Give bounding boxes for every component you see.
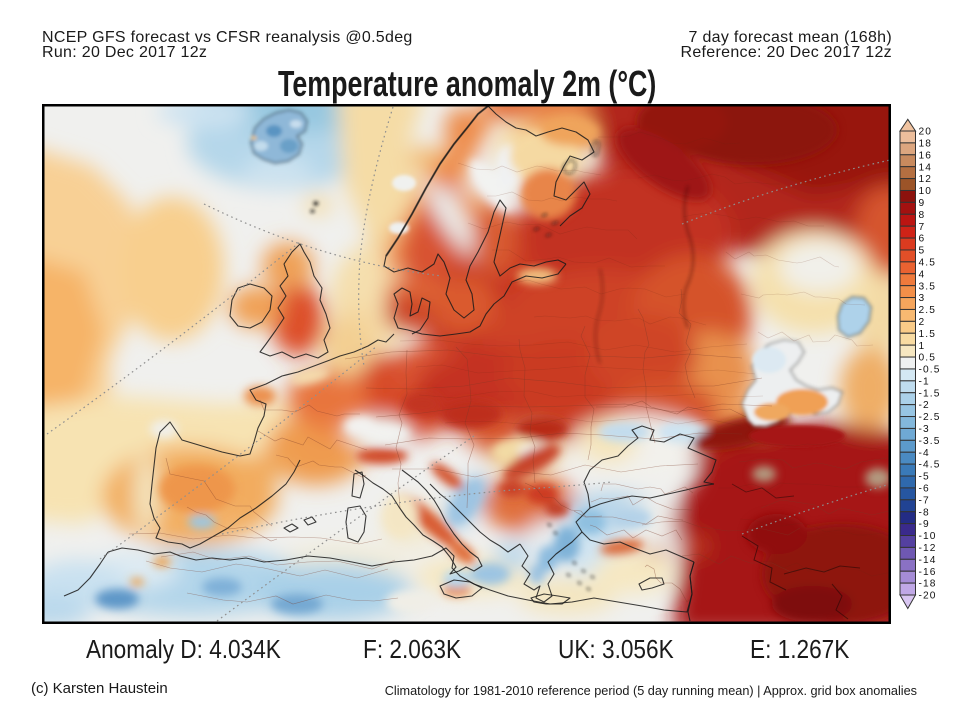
svg-text:10: 10 (919, 186, 933, 197)
svg-text:-18: -18 (919, 579, 937, 590)
svg-text:-10: -10 (919, 531, 937, 542)
svg-text:-12: -12 (919, 543, 937, 554)
svg-text:-2: -2 (919, 400, 930, 411)
svg-text:-20: -20 (919, 591, 937, 602)
svg-text:-1: -1 (919, 376, 930, 387)
svg-text:2: 2 (919, 317, 926, 328)
svg-text:12: 12 (919, 174, 933, 185)
svg-text:8: 8 (919, 210, 926, 221)
svg-text:1.5: 1.5 (919, 329, 936, 340)
svg-text:-6: -6 (919, 484, 930, 495)
svg-text:6: 6 (919, 234, 926, 245)
svg-text:-4: -4 (919, 448, 930, 459)
svg-text:2.5: 2.5 (919, 305, 936, 316)
svg-text:-4.5: -4.5 (919, 460, 941, 471)
svg-text:-7: -7 (919, 495, 930, 506)
svg-text:4: 4 (919, 269, 926, 280)
svg-text:-5: -5 (919, 472, 930, 483)
svg-text:-3.5: -3.5 (919, 436, 941, 447)
svg-text:-16: -16 (919, 567, 937, 578)
svg-text:3: 3 (919, 293, 926, 304)
svg-text:-2.5: -2.5 (919, 412, 941, 423)
svg-text:18: 18 (919, 139, 933, 150)
svg-text:-0.5: -0.5 (919, 365, 941, 376)
svg-text:7: 7 (919, 222, 926, 233)
svg-text:3.5: 3.5 (919, 281, 936, 292)
svg-text:1: 1 (919, 341, 926, 352)
svg-text:-9: -9 (919, 519, 930, 530)
svg-text:16: 16 (919, 150, 933, 161)
svg-text:20: 20 (919, 127, 933, 138)
svg-text:-8: -8 (919, 507, 930, 518)
svg-text:14: 14 (919, 162, 933, 173)
svg-text:-3: -3 (919, 424, 930, 435)
svg-text:-14: -14 (919, 555, 937, 566)
svg-text:9: 9 (919, 198, 926, 209)
svg-text:-1.5: -1.5 (919, 388, 941, 399)
svg-text:4.5: 4.5 (919, 257, 936, 268)
svg-text:5: 5 (919, 246, 926, 257)
svg-text:0.5: 0.5 (919, 353, 936, 364)
